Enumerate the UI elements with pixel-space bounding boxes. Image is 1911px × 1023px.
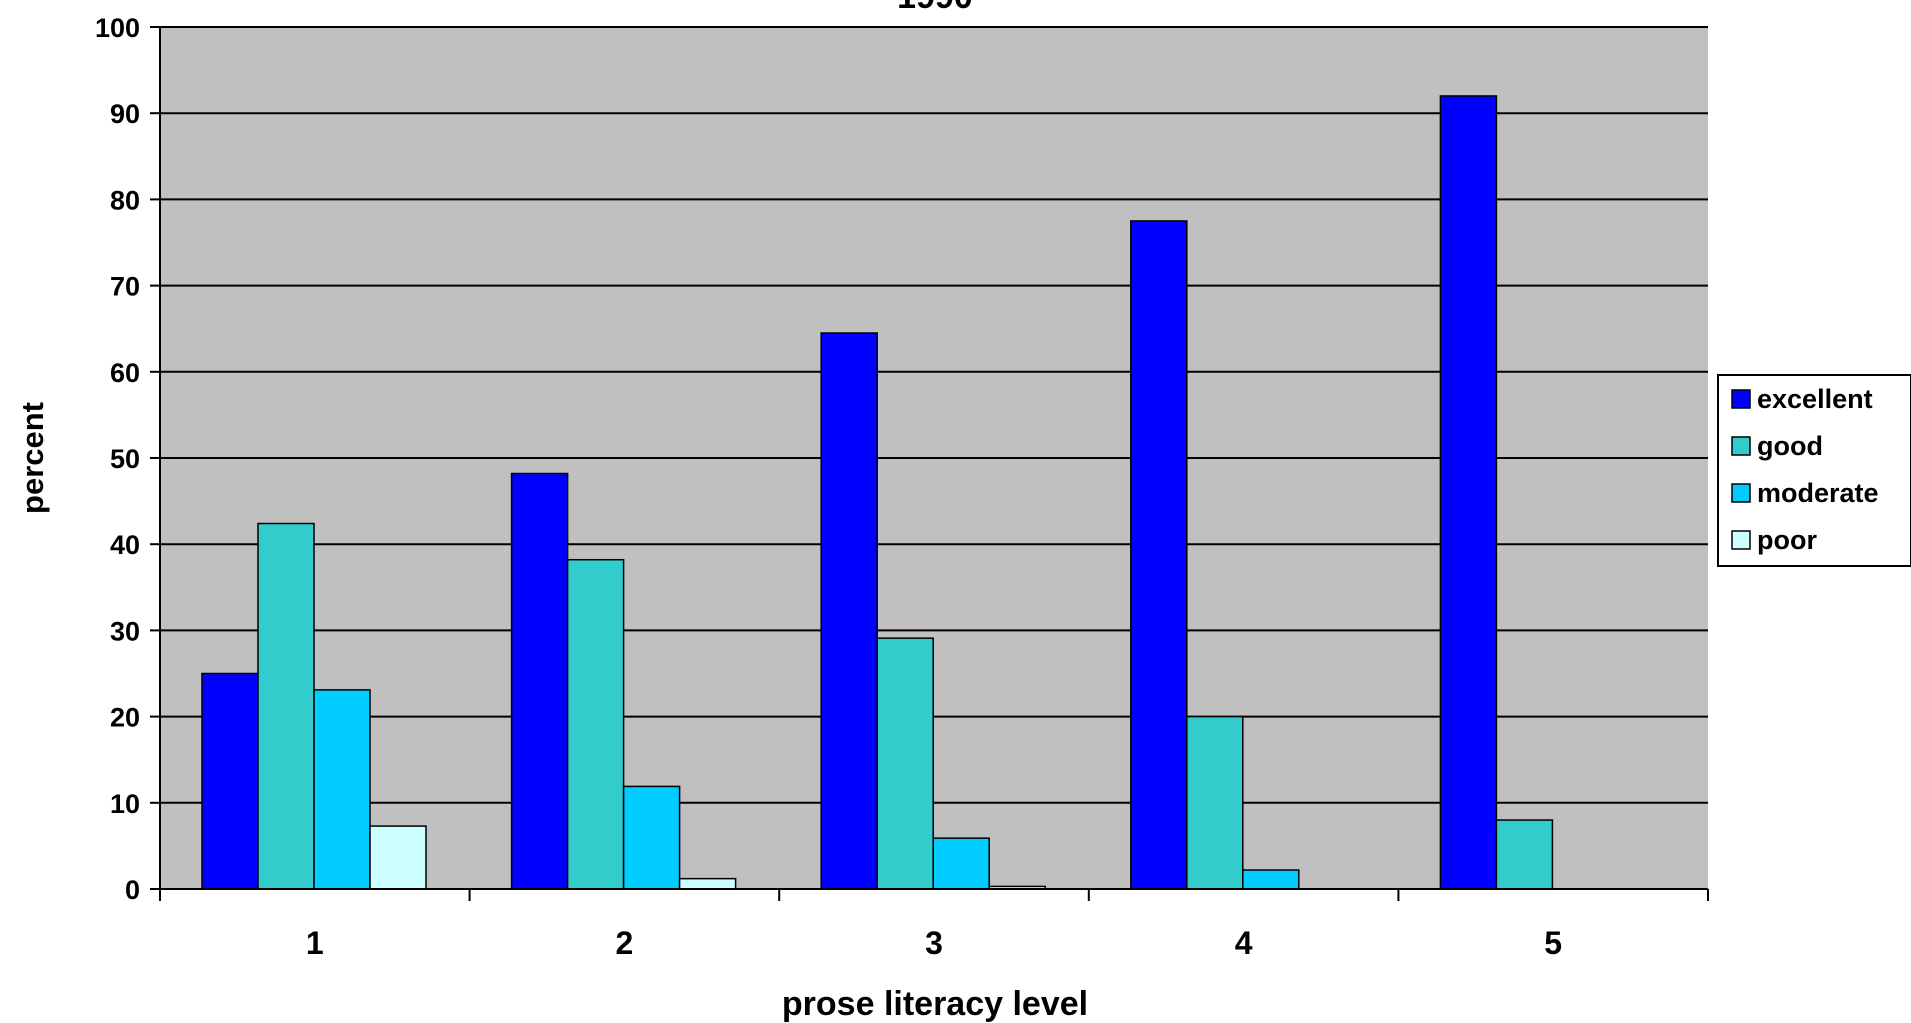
y-tick-label: 30 bbox=[110, 616, 140, 646]
chart-title: 1990 bbox=[897, 0, 973, 16]
bar-excellent-5 bbox=[1439, 95, 1498, 890]
legend-swatch-excellent bbox=[1731, 389, 1751, 409]
bar-moderate-1 bbox=[313, 689, 371, 890]
bar-good-4 bbox=[1186, 715, 1244, 890]
y-tick-label: 100 bbox=[95, 13, 140, 43]
y-tick-label: 90 bbox=[110, 99, 140, 129]
bar-good-3 bbox=[876, 637, 934, 890]
y-tick-label: 10 bbox=[110, 789, 140, 819]
bar-excellent-4 bbox=[1130, 220, 1188, 890]
x-tick-label: 5 bbox=[1544, 925, 1562, 961]
y-tick-label: 80 bbox=[110, 185, 140, 215]
y-tick-label: 40 bbox=[110, 530, 140, 560]
y-tick-label: 0 bbox=[125, 875, 140, 905]
y-tick-label: 50 bbox=[110, 444, 140, 474]
bar-good-2 bbox=[566, 558, 625, 890]
legend: excellent good moderate poor bbox=[1717, 374, 1911, 567]
bar-excellent-3 bbox=[820, 332, 878, 890]
bar-poor-1 bbox=[369, 825, 427, 890]
x-tick-label: 3 bbox=[925, 925, 943, 961]
x-axis-title: prose literacy level bbox=[782, 985, 1088, 1023]
y-tick-label: 70 bbox=[110, 272, 140, 302]
bars bbox=[201, 95, 1554, 890]
y-tick-label: 60 bbox=[110, 358, 140, 388]
bar-good-1 bbox=[257, 522, 315, 890]
y-axis-title: percent bbox=[15, 402, 50, 514]
y-tick-label: 20 bbox=[110, 703, 140, 733]
bar-moderate-2 bbox=[622, 785, 681, 890]
legend-swatch-poor bbox=[1731, 530, 1751, 550]
legend-label-good: good bbox=[1757, 431, 1823, 461]
bar-excellent-2 bbox=[510, 472, 569, 890]
legend-swatch-moderate bbox=[1731, 483, 1751, 503]
legend-swatch-good bbox=[1731, 436, 1751, 456]
legend-label-moderate: moderate bbox=[1757, 478, 1879, 508]
x-tick-label: 1 bbox=[306, 925, 324, 961]
bar-moderate-3 bbox=[932, 837, 990, 890]
bar-poor-2 bbox=[678, 877, 737, 890]
axes: 0 10 20 30 40 50 60 70 80 90 100 1 2 3 4 5 bbox=[95, 13, 1709, 961]
legend-label-poor: poor bbox=[1757, 525, 1817, 555]
x-tick-label: 4 bbox=[1235, 925, 1253, 961]
legend-label-excellent: excellent bbox=[1757, 384, 1873, 414]
bar-excellent-1 bbox=[201, 672, 259, 890]
bar-moderate-4 bbox=[1242, 869, 1300, 890]
x-tick-label: 2 bbox=[616, 925, 634, 961]
bar-good-5 bbox=[1495, 819, 1554, 890]
